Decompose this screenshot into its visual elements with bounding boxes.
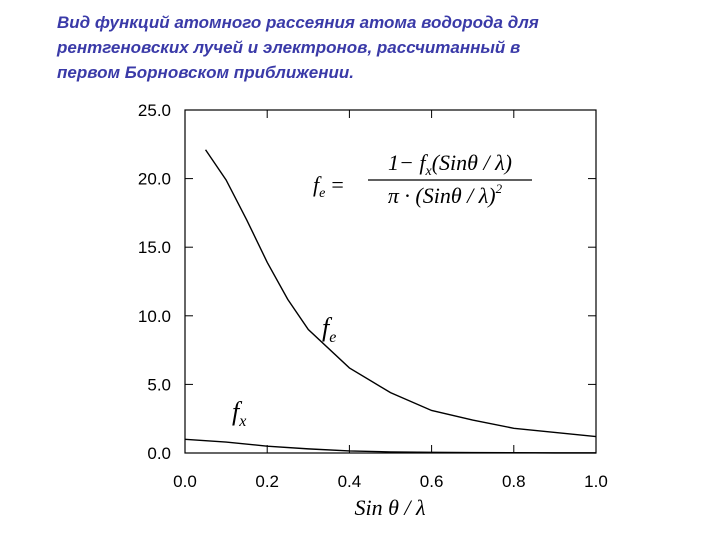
formula-text: (Sinθ / λ) <box>432 150 512 175</box>
formula: fe = 1− fx(Sinθ / λ) π · (Sinθ / λ)2 <box>313 150 532 208</box>
title-line: первом Борновском приближении. <box>57 63 354 82</box>
title-line: Вид функций атомного рассеяния атома вод… <box>57 13 539 32</box>
formula-text: π · (Sinθ / λ) <box>388 183 496 208</box>
series-name: f <box>322 313 333 342</box>
y-tick-label: 20.0 <box>138 170 171 189</box>
title-line: рентгеновских лучей и электронов, рассчи… <box>56 38 520 57</box>
x-axis-label: Sin θ / λ <box>354 495 425 520</box>
series-line <box>204 149 597 438</box>
series-line <box>184 438 596 454</box>
formula-text: e <box>319 186 325 201</box>
y-tick-label: 0.0 <box>147 444 171 463</box>
series-label: fx <box>232 397 246 430</box>
y-tick-label: 10.0 <box>138 307 171 326</box>
y-tick-label: 5.0 <box>147 375 171 394</box>
series-label: fe <box>322 313 336 346</box>
plot-frame <box>184 109 597 454</box>
formula-text: = <box>331 172 343 197</box>
formula-lhs: fe = <box>313 172 344 201</box>
series-name-sub: x <box>238 413 246 430</box>
x-tick-label: 0.6 <box>420 472 444 491</box>
formula-text: 1− f <box>388 150 428 175</box>
formula-numerator: 1− fx(Sinθ / λ) <box>388 150 512 179</box>
x-tick-label: 0.2 <box>255 472 279 491</box>
formula-denominator: π · (Sinθ / λ)2 <box>388 181 503 208</box>
x-tick-label: 0.8 <box>502 472 526 491</box>
x-tick-label: 0.0 <box>173 472 197 491</box>
series-name-sub: e <box>329 329 336 346</box>
x-tick-label: 0.4 <box>338 472 362 491</box>
formula-text: x <box>425 164 433 179</box>
formula-text: 2 <box>496 181 503 196</box>
series-name: f <box>232 397 243 426</box>
x-tick-label: 1.0 <box>584 472 608 491</box>
formula-text: f <box>313 172 322 197</box>
y-tick-label: 25.0 <box>138 101 171 120</box>
y-tick-label: 15.0 <box>138 238 171 257</box>
